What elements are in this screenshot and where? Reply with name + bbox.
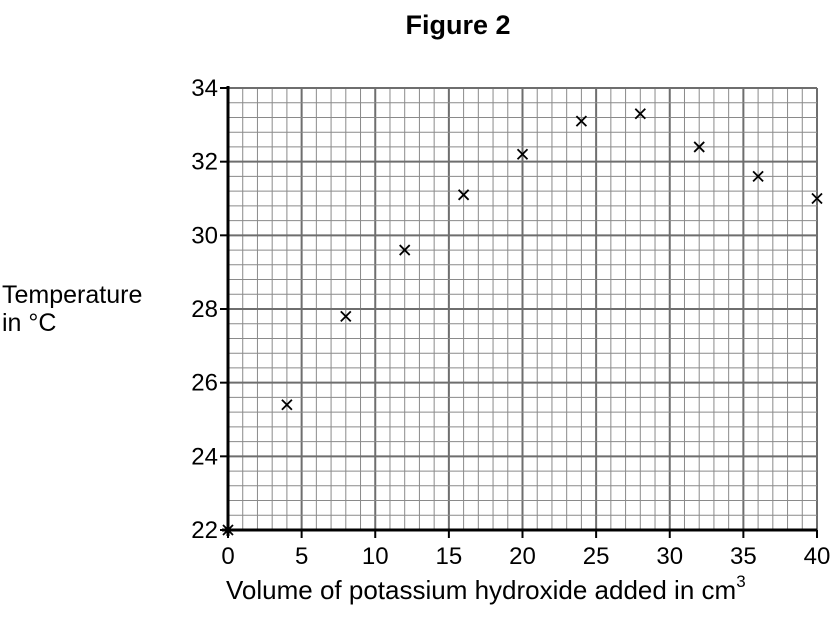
axes — [222, 86, 817, 536]
x-tick-label: 20 — [509, 543, 536, 570]
data-point — [222, 524, 234, 536]
data-point-stroke — [399, 244, 411, 256]
data-point-stroke — [811, 192, 823, 205]
data-point-stroke — [752, 170, 764, 183]
y-tick-label: 32 — [191, 149, 218, 176]
data-point — [811, 192, 823, 205]
x-tick-label: 0 — [221, 543, 234, 570]
x-tick-label: 35 — [730, 543, 757, 570]
data-point-stroke — [281, 399, 293, 411]
data-point — [281, 399, 293, 411]
data-point — [399, 244, 411, 256]
data-point — [752, 170, 764, 183]
data-point-stroke — [693, 141, 705, 153]
x-axis-label: Volume of potassium hydroxide added in c… — [226, 572, 746, 606]
data-point — [516, 148, 529, 160]
data-points — [222, 108, 823, 536]
data-point-stroke — [340, 310, 352, 323]
tick-labels: 22 24 26 28 30 32 34 0 5 10 15 20 25 30 35 40 — [191, 75, 830, 570]
y-tick-label: 30 — [191, 222, 218, 249]
y-tick-label: 26 — [191, 370, 218, 397]
x-tick-label: 25 — [583, 543, 610, 570]
data-point-stroke — [457, 189, 470, 201]
chart-title: Figure 2 — [405, 10, 511, 40]
x-tick-label: 30 — [656, 543, 683, 570]
data-point — [457, 189, 470, 201]
data-point — [693, 141, 705, 153]
x-tick-label: 40 — [804, 543, 831, 570]
data-point — [340, 310, 352, 323]
data-point-stroke — [634, 108, 646, 120]
y-tick-label: 28 — [191, 296, 218, 323]
data-point-stroke — [575, 115, 588, 127]
data-point — [575, 115, 588, 127]
x-axis-label-superscript: 3 — [736, 572, 746, 591]
y-axis-label-line1: Temperature — [2, 281, 143, 309]
x-tick-label: 10 — [362, 543, 389, 570]
data-point-stroke — [516, 148, 529, 160]
y-axis-label-line2: in °C — [2, 309, 57, 337]
x-tick-label: 5 — [295, 543, 308, 570]
data-point-stroke — [222, 524, 234, 536]
x-tick-label: 15 — [436, 543, 463, 570]
data-point — [634, 108, 646, 120]
y-tick-label: 24 — [191, 443, 218, 470]
y-tick-label: 22 — [191, 517, 218, 544]
y-tick-label: 34 — [191, 75, 218, 102]
x-axis-label-text: Volume of potassium hydroxide added in c… — [226, 575, 737, 605]
y-axis-label: Temperature in °C — [2, 281, 142, 337]
